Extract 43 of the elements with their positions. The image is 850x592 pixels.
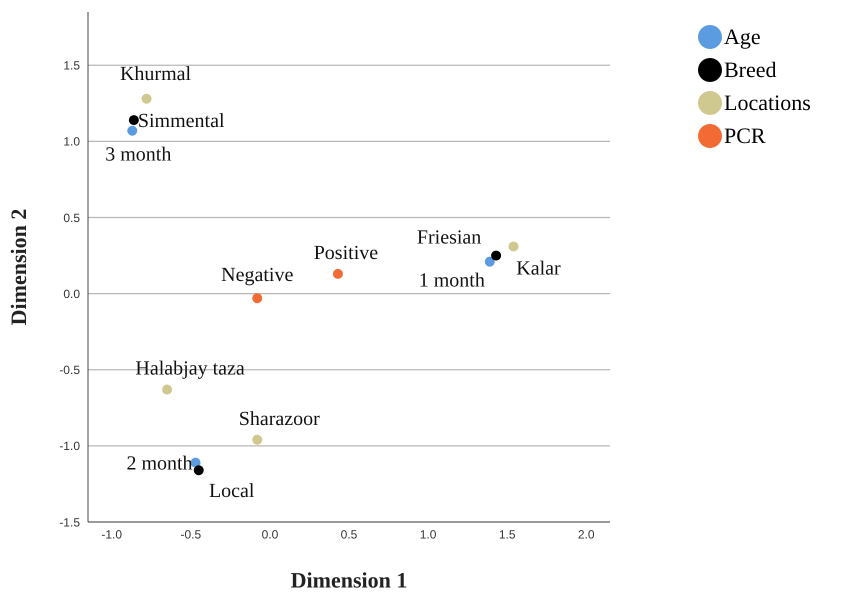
y-tick-label: 0.0 [63, 286, 80, 301]
y-tick-label: 0.5 [63, 210, 80, 225]
x-tick-label: 2.0 [578, 528, 595, 542]
y-tick-label: -1.5 [59, 515, 80, 530]
legend-label: Locations [724, 90, 811, 116]
y-tick-label: -1.0 [59, 439, 80, 454]
annotation: 3 month [105, 144, 172, 166]
point [194, 465, 204, 476]
point [484, 256, 495, 267]
point [252, 293, 262, 304]
annotation: Positive [314, 242, 378, 264]
annotation: Khurmal [120, 62, 192, 85]
point [252, 434, 262, 445]
annotation: Sharazoor [238, 408, 320, 430]
point [491, 250, 502, 261]
annotation: Friesian [416, 226, 482, 249]
point [142, 94, 152, 104]
x-tick-label: 1.5 [498, 528, 516, 542]
legend-label: Breed [724, 56, 777, 82]
x-tick-label: 0.0 [262, 528, 279, 542]
y-axis-title: Dimension 2 [6, 208, 31, 326]
point [508, 241, 519, 252]
annotation: Kalar [516, 257, 562, 280]
legend-label: Age [724, 24, 761, 50]
annotation: Simmental [138, 110, 225, 132]
annotation: Local [208, 480, 255, 502]
x-tick-label: 0.5 [340, 528, 358, 542]
y-tick-label: 1.5 [63, 58, 80, 73]
y-tick-label: -0.5 [59, 363, 80, 378]
x-axis-title: Dimension 1 [290, 568, 408, 592]
point [128, 115, 139, 126]
annotation: 1 month [418, 270, 485, 292]
x-tick-label: 1.0 [420, 528, 437, 542]
annotation: Halabjay taza [135, 358, 245, 380]
point [332, 268, 343, 279]
y-tick-label: 1.0 [63, 134, 80, 149]
point [127, 126, 138, 136]
x-tick-label: -1.0 [101, 528, 122, 542]
legend-label: PCR [724, 122, 766, 148]
annotation: Negative [221, 264, 294, 286]
point [162, 384, 172, 395]
annotation: 2 month [126, 452, 193, 475]
x-tick-label: -0.5 [180, 528, 202, 542]
